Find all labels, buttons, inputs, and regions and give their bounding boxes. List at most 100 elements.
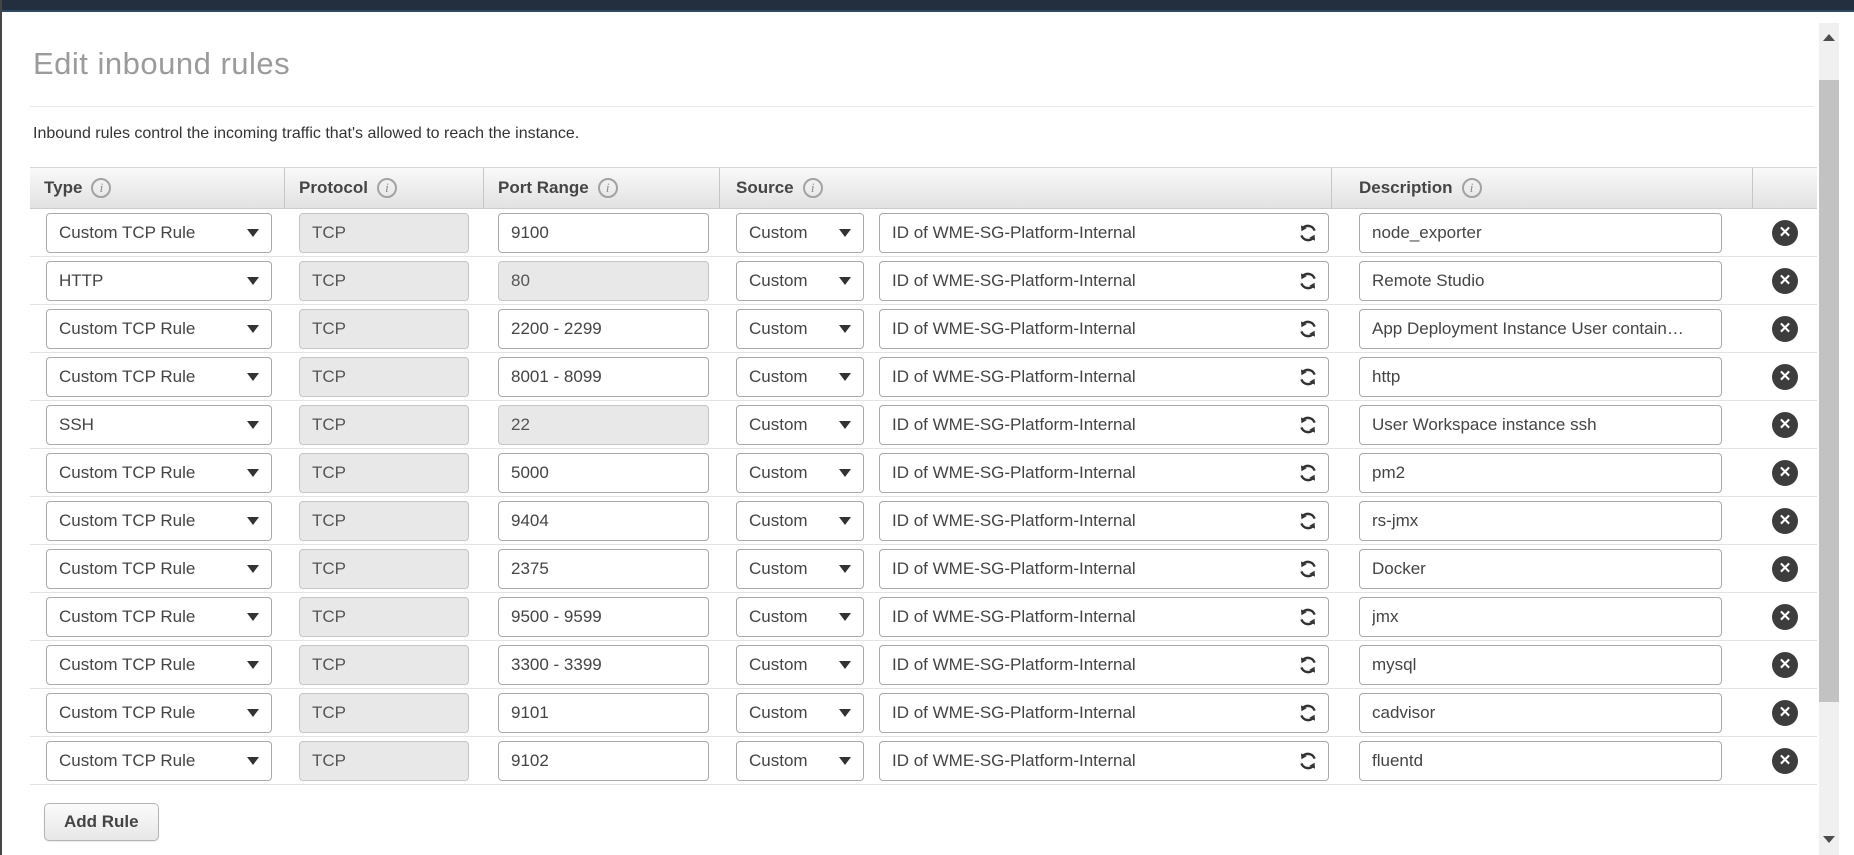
description-input[interactable]	[1359, 452, 1722, 493]
source-input[interactable]	[879, 212, 1329, 253]
refresh-icon[interactable]	[1297, 462, 1319, 484]
port-range-input[interactable]	[498, 212, 709, 253]
delete-rule-button[interactable]: ✕	[1772, 507, 1798, 534]
chevron-down-icon	[247, 660, 259, 669]
source-input[interactable]	[879, 644, 1329, 685]
refresh-icon[interactable]	[1297, 414, 1319, 436]
source-input[interactable]	[879, 452, 1329, 493]
source-input[interactable]	[879, 260, 1329, 301]
port-range-input[interactable]	[498, 452, 709, 493]
description-input[interactable]	[1359, 740, 1722, 781]
refresh-icon[interactable]	[1297, 270, 1319, 292]
delete-rule-button[interactable]: ✕	[1772, 651, 1798, 678]
source-type-select[interactable]: Custom	[736, 260, 864, 301]
port-range-input[interactable]	[498, 644, 709, 685]
port-range-input[interactable]	[498, 308, 709, 349]
info-icon[interactable]: i	[802, 178, 823, 198]
source-input[interactable]	[879, 548, 1329, 589]
source-type-select[interactable]: Custom	[736, 212, 864, 253]
delete-rule-button[interactable]: ✕	[1772, 411, 1798, 438]
port-range-cell	[484, 209, 720, 256]
type-select[interactable]: Custom TCP Rule	[46, 596, 272, 637]
port-range-input[interactable]	[498, 356, 709, 397]
delete-rule-button[interactable]: ✕	[1772, 363, 1798, 390]
description-input[interactable]	[1359, 548, 1722, 589]
info-icon[interactable]: i	[597, 178, 618, 198]
description-input[interactable]	[1359, 260, 1722, 301]
type-select[interactable]: Custom TCP Rule	[46, 548, 272, 589]
refresh-icon[interactable]	[1297, 702, 1319, 724]
port-range-input[interactable]	[498, 548, 709, 589]
source-cell: Custom	[720, 305, 1332, 352]
port-range-input[interactable]	[498, 500, 709, 541]
type-select[interactable]: SSH	[46, 404, 272, 445]
scrollbar[interactable]	[1819, 23, 1839, 855]
info-icon[interactable]: i	[376, 178, 397, 198]
description-input[interactable]	[1359, 644, 1722, 685]
source-input-wrap	[879, 548, 1329, 589]
description-input[interactable]	[1359, 308, 1722, 349]
source-input[interactable]	[879, 500, 1329, 541]
type-select[interactable]: Custom TCP Rule	[46, 644, 272, 685]
source-type-select[interactable]: Custom	[736, 644, 864, 685]
source-type-select[interactable]: Custom	[736, 740, 864, 781]
description-input[interactable]	[1359, 212, 1722, 253]
refresh-icon[interactable]	[1297, 558, 1319, 580]
type-select[interactable]: Custom TCP Rule	[46, 740, 272, 781]
source-type-select[interactable]: Custom	[736, 308, 864, 349]
source-input[interactable]	[879, 356, 1329, 397]
refresh-icon[interactable]	[1297, 750, 1319, 772]
description-input[interactable]	[1359, 692, 1722, 733]
scrollbar-down-button[interactable]	[1819, 825, 1839, 853]
delete-rule-button[interactable]: ✕	[1772, 315, 1798, 342]
source-input[interactable]	[879, 692, 1329, 733]
description-input[interactable]	[1359, 356, 1722, 397]
refresh-icon[interactable]	[1297, 654, 1319, 676]
delete-rule-button[interactable]: ✕	[1772, 555, 1798, 582]
source-input[interactable]	[879, 740, 1329, 781]
delete-rule-button[interactable]: ✕	[1772, 747, 1798, 774]
delete-rule-button[interactable]: ✕	[1772, 603, 1798, 630]
refresh-icon[interactable]	[1297, 318, 1319, 340]
source-type-select[interactable]: Custom	[736, 452, 864, 493]
source-type-select[interactable]: Custom	[736, 404, 864, 445]
description-input[interactable]	[1359, 500, 1722, 541]
delete-rule-button[interactable]: ✕	[1772, 459, 1798, 486]
description-input[interactable]	[1359, 596, 1722, 637]
source-type-select[interactable]: Custom	[736, 692, 864, 733]
scrollbar-up-button[interactable]	[1819, 23, 1839, 51]
refresh-icon[interactable]	[1297, 606, 1319, 628]
refresh-icon[interactable]	[1297, 222, 1319, 244]
scrollbar-thumb[interactable]	[1819, 80, 1839, 702]
source-type-select[interactable]: Custom	[736, 356, 864, 397]
type-select[interactable]: Custom TCP Rule	[46, 500, 272, 541]
info-icon[interactable]: i	[91, 178, 112, 198]
type-select[interactable]: Custom TCP Rule	[46, 356, 272, 397]
description-input[interactable]	[1359, 404, 1722, 445]
source-input[interactable]	[879, 308, 1329, 349]
refresh-icon[interactable]	[1297, 510, 1319, 532]
delete-rule-button[interactable]: ✕	[1772, 267, 1798, 294]
info-icon[interactable]: i	[1461, 178, 1482, 198]
type-select[interactable]: HTTP	[46, 260, 272, 301]
source-type-select[interactable]: Custom	[736, 500, 864, 541]
delete-rule-button[interactable]: ✕	[1772, 699, 1798, 726]
type-select[interactable]: Custom TCP Rule	[46, 212, 272, 253]
source-type-select[interactable]: Custom	[736, 548, 864, 589]
source-input-wrap	[879, 404, 1329, 445]
source-input[interactable]	[879, 596, 1329, 637]
source-type-select[interactable]: Custom	[736, 596, 864, 637]
type-select[interactable]: Custom TCP Rule	[46, 452, 272, 493]
port-range-cell	[484, 689, 720, 736]
type-select[interactable]: Custom TCP Rule	[46, 308, 272, 349]
source-input[interactable]	[879, 404, 1329, 445]
add-rule-button[interactable]: Add Rule	[44, 803, 159, 841]
port-range-input[interactable]	[498, 596, 709, 637]
port-range-cell	[484, 401, 720, 448]
delete-rule-button[interactable]: ✕	[1772, 219, 1798, 246]
port-range-input[interactable]	[498, 740, 709, 781]
port-range-input[interactable]	[498, 692, 709, 733]
type-select[interactable]: Custom TCP Rule	[46, 692, 272, 733]
port-range-cell	[484, 737, 720, 784]
refresh-icon[interactable]	[1297, 366, 1319, 388]
